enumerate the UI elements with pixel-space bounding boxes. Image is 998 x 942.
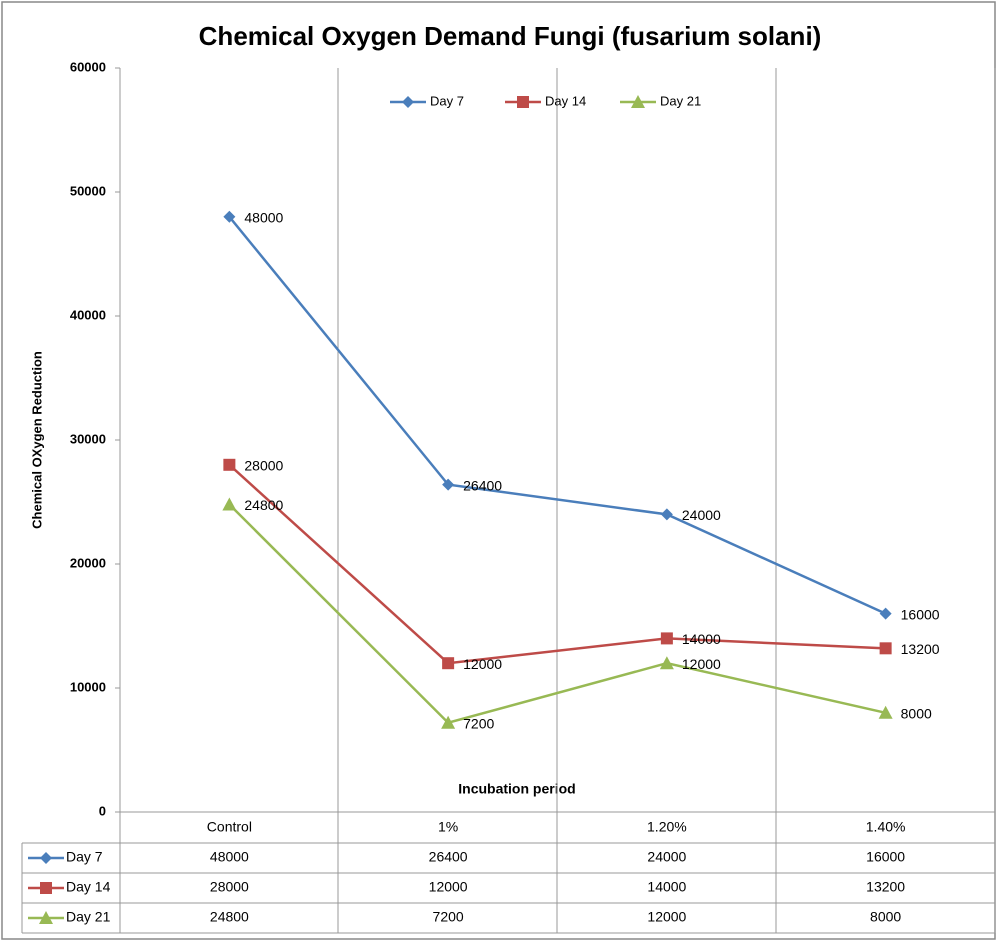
table-header: 1.20%: [647, 819, 687, 835]
data-label: 12000: [682, 656, 721, 672]
table-row-label: Day 7: [66, 849, 103, 865]
data-label: 48000: [244, 210, 283, 226]
legend-label: Day 7: [430, 93, 464, 108]
y-tick-label: 40000: [70, 307, 106, 322]
legend-marker: [402, 96, 414, 108]
chart-title: Chemical Oxygen Demand Fungi (fusarium s…: [199, 21, 822, 51]
x-axis-label: Incubation period: [458, 781, 575, 797]
data-point: [660, 508, 673, 521]
data-label: 13200: [901, 641, 940, 657]
table-cell: 8000: [870, 909, 901, 925]
data-label: 8000: [901, 706, 932, 722]
table-cell: 13200: [866, 879, 905, 895]
table-cell: 28000: [210, 879, 249, 895]
table-cell: 26400: [429, 849, 468, 865]
data-label: 28000: [244, 458, 283, 474]
data-point: [879, 642, 892, 655]
series-line: [228, 503, 886, 725]
table-header: 1%: [438, 819, 458, 835]
data-point: [660, 632, 673, 645]
table-cell: 16000: [866, 849, 905, 865]
table-key-marker: [39, 911, 53, 924]
table-grid: [21, 68, 996, 934]
data-label: 12000: [463, 656, 502, 672]
legend-label: Day 14: [545, 93, 586, 108]
table-cell: 7200: [433, 909, 464, 925]
table-row-label: Day 14: [66, 879, 111, 895]
legend-label: Day 21: [660, 93, 701, 108]
y-tick-label: 10000: [70, 679, 106, 694]
data-label: 24800: [244, 497, 283, 513]
data-point: [223, 210, 236, 223]
table-cell: 14000: [647, 879, 686, 895]
data-label: 26400: [463, 477, 502, 493]
table-cell: 24000: [647, 849, 686, 865]
series-line: [228, 463, 886, 665]
table-header: 1.40%: [866, 819, 906, 835]
y-tick-label: 20000: [70, 555, 106, 570]
data-point: [442, 657, 455, 670]
data-label: 7200: [463, 715, 494, 731]
data-point: [222, 497, 237, 511]
data-point: [879, 607, 892, 620]
data-label: 24000: [682, 507, 721, 523]
data-point: [878, 705, 893, 719]
table-cell: 24800: [210, 909, 249, 925]
data-label: 16000: [901, 606, 940, 622]
y-tick-label: 0: [99, 803, 106, 818]
data-point: [659, 656, 674, 670]
y-tick-label: 50000: [70, 183, 106, 198]
y-tick-label: 60000: [70, 59, 106, 74]
y-axis-label: Chemical OXygen Reduction: [29, 351, 44, 529]
series-line: [228, 216, 887, 615]
data-point: [441, 715, 456, 729]
table-header: Control: [207, 819, 252, 835]
legend-marker: [517, 96, 529, 108]
table-cell: 48000: [210, 849, 249, 865]
table-row-label: Day 21: [66, 909, 111, 925]
table-key-marker: [40, 852, 52, 864]
table-cell: 12000: [429, 879, 468, 895]
data-point: [442, 478, 455, 491]
legend-marker: [631, 95, 645, 108]
table-key-marker: [40, 882, 52, 894]
y-tick-label: 30000: [70, 431, 106, 446]
table-cell: 12000: [647, 909, 686, 925]
data-point: [223, 458, 236, 471]
data-label: 14000: [682, 631, 721, 647]
